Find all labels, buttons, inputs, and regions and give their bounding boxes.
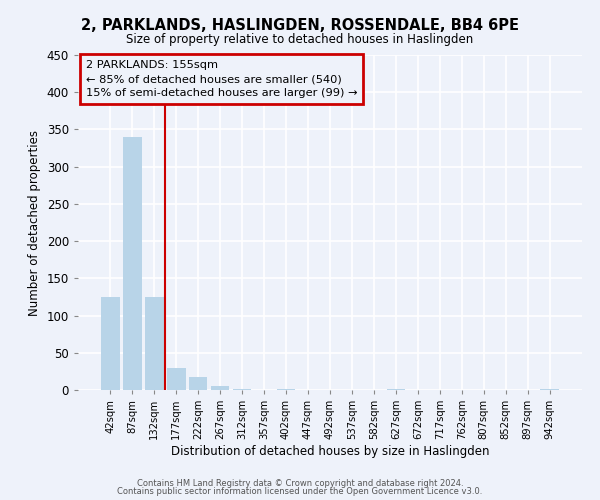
Bar: [386, 388, 405, 390]
Text: Size of property relative to detached houses in Haslingden: Size of property relative to detached ho…: [127, 32, 473, 46]
Bar: [145, 297, 164, 390]
Bar: [211, 386, 229, 390]
Bar: [167, 368, 185, 390]
Text: Contains public sector information licensed under the Open Government Licence v3: Contains public sector information licen…: [118, 487, 482, 496]
Text: Contains HM Land Registry data © Crown copyright and database right 2024.: Contains HM Land Registry data © Crown c…: [137, 478, 463, 488]
Bar: [123, 137, 142, 390]
Bar: [541, 388, 559, 390]
Bar: [233, 388, 251, 390]
Bar: [189, 376, 208, 390]
Bar: [101, 297, 119, 390]
Text: 2, PARKLANDS, HASLINGDEN, ROSSENDALE, BB4 6PE: 2, PARKLANDS, HASLINGDEN, ROSSENDALE, BB…: [81, 18, 519, 32]
Bar: [277, 388, 295, 390]
Y-axis label: Number of detached properties: Number of detached properties: [28, 130, 41, 316]
Text: 2 PARKLANDS: 155sqm
← 85% of detached houses are smaller (540)
15% of semi-detac: 2 PARKLANDS: 155sqm ← 85% of detached ho…: [86, 60, 357, 98]
X-axis label: Distribution of detached houses by size in Haslingden: Distribution of detached houses by size …: [171, 445, 489, 458]
